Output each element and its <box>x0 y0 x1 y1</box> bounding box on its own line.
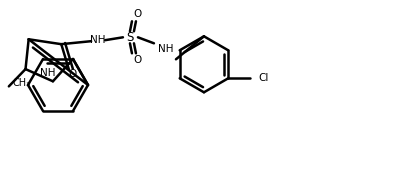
Text: Cl: Cl <box>258 73 269 83</box>
Text: O: O <box>134 55 142 65</box>
Text: NH: NH <box>90 35 106 45</box>
Text: NH: NH <box>158 44 174 54</box>
Text: O: O <box>134 9 142 19</box>
Text: NH: NH <box>40 68 56 78</box>
Text: O: O <box>68 69 76 79</box>
Text: S: S <box>126 31 133 44</box>
Text: CH₃: CH₃ <box>13 78 31 88</box>
